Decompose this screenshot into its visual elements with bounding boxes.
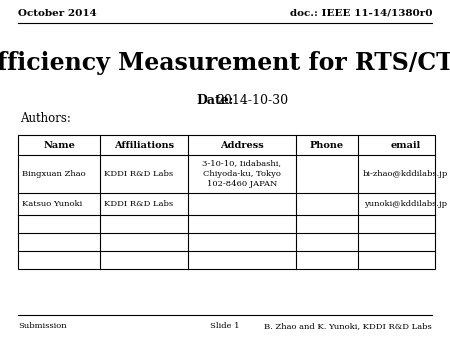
Bar (18, 135, 435, 269)
Text: October 2014: October 2014 (18, 8, 97, 18)
Text: Name: Name (43, 141, 75, 149)
Text: KDDI R&D Labs: KDDI R&D Labs (104, 200, 173, 208)
Text: Slide 1: Slide 1 (210, 322, 240, 330)
Text: yunoki@kddilabs.jp: yunoki@kddilabs.jp (364, 200, 447, 208)
Text: Address: Address (220, 141, 264, 149)
Text: Katsuo Yunoki: Katsuo Yunoki (22, 200, 82, 208)
Text: email: email (391, 141, 421, 149)
Text: bi-zhao@kddilabs.jp: bi-zhao@kddilabs.jp (363, 170, 448, 178)
Text: Affiliations: Affiliations (114, 141, 174, 149)
Text: Phone: Phone (310, 141, 344, 149)
Text: Date:: Date: (196, 94, 234, 106)
Text: 2014-10-30: 2014-10-30 (216, 94, 288, 106)
Text: doc.: IEEE 11-14/1380r0: doc.: IEEE 11-14/1380r0 (289, 8, 432, 18)
Text: 3-10-10, Iidabashi,
Chiyoda-ku, Tokyo
102-8460 JAPAN: 3-10-10, Iidabashi, Chiyoda-ku, Tokyo 10… (202, 160, 282, 188)
Text: Authors:: Authors: (20, 112, 71, 124)
Text: KDDI R&D Labs: KDDI R&D Labs (104, 170, 173, 178)
Text: B. Zhao and K. Yunoki, KDDI R&D Labs: B. Zhao and K. Yunoki, KDDI R&D Labs (264, 322, 432, 330)
Text: Efficiency Measurement for RTS/CTS: Efficiency Measurement for RTS/CTS (0, 51, 450, 75)
Text: Submission: Submission (18, 322, 67, 330)
Text: Bingxuan Zhao: Bingxuan Zhao (22, 170, 86, 178)
